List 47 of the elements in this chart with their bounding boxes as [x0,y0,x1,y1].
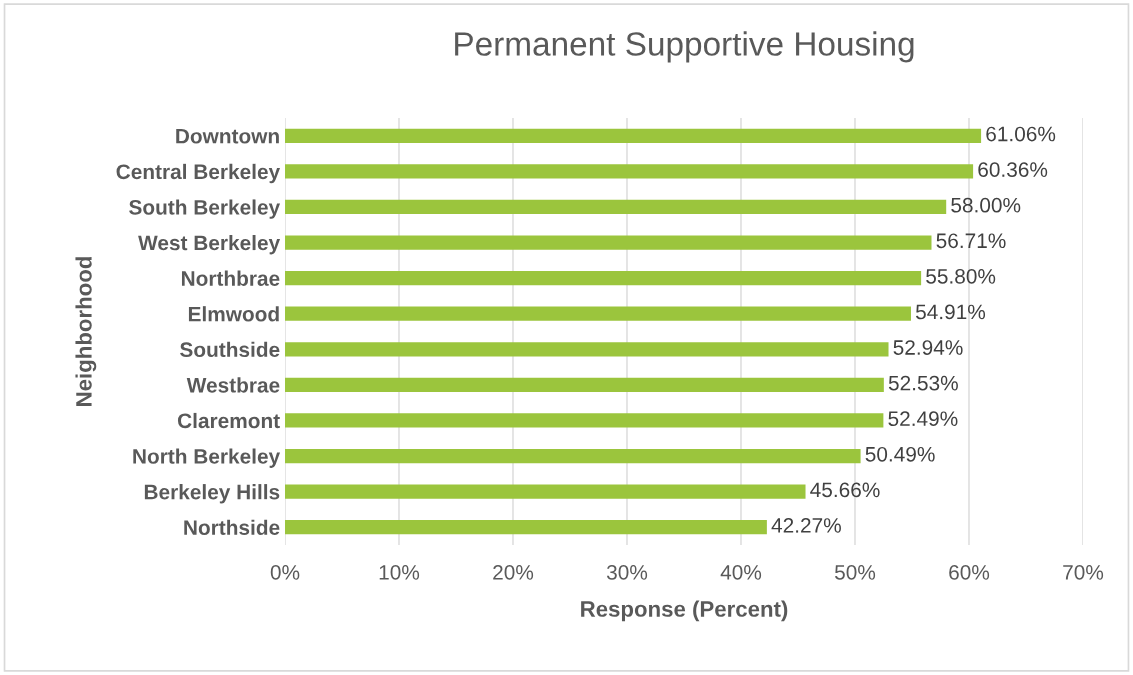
bar [285,520,767,535]
x-tick-label: 40% [720,564,762,580]
data-label: 54.91% [915,304,986,320]
bar [285,199,947,215]
x-tick-label: 20% [493,564,534,580]
x-tick-label: 0% [270,564,300,580]
bar [285,342,889,357]
data-label: 52.94% [893,340,963,355]
bar [285,271,922,286]
data-label: 61.06% [986,126,1056,142]
y-tick-label: Northbrae [181,270,280,286]
data-label: 52.49% [888,411,958,427]
data-label: 42.27% [771,518,841,533]
y-tick-label: West Berkeley [138,234,281,255]
data-label: 58.00% [951,197,1021,213]
chart-title: Permanent Supportive Housing [455,31,914,63]
x-tick-label: 30% [606,564,648,580]
bar [285,128,982,143]
y-tick-label: South Berkeley [129,199,281,219]
x-tick-label: 10% [379,564,420,580]
y-tick-label: Northside [184,519,280,535]
bar [285,377,884,392]
bar [285,306,911,321]
y-tick-label: Elmwood [188,306,279,322]
y-tick-label: Claremont [177,412,280,429]
data-label: 52.53% [888,375,958,391]
bar [285,413,884,428]
data-label: 60.36% [978,162,1048,177]
y-tick-label: Berkeley Hills [144,484,280,504]
y-tick-label: North Berkeley [133,448,281,468]
x-tick-label: 60% [949,564,990,580]
y-tick-label: Central Berkeley [116,163,281,184]
data-label: 50.49% [865,446,935,462]
bar [285,164,974,179]
x-axis-title: Response (Percent) [581,600,788,622]
bar [285,484,806,499]
x-tick-label: 50% [834,564,876,580]
y-axis-title: Neighborhood [75,257,97,406]
y-tick-label: Downtown [176,129,279,144]
x-tick-label: 70% [1063,564,1104,580]
data-label: 55.80% [926,268,996,284]
data-label: 45.66% [810,482,880,498]
bar [285,448,861,464]
y-tick-label: Westbrae [186,377,280,393]
y-tick-label: Southside [180,341,280,358]
bar [285,235,932,250]
data-label: 56.71% [936,233,1006,249]
